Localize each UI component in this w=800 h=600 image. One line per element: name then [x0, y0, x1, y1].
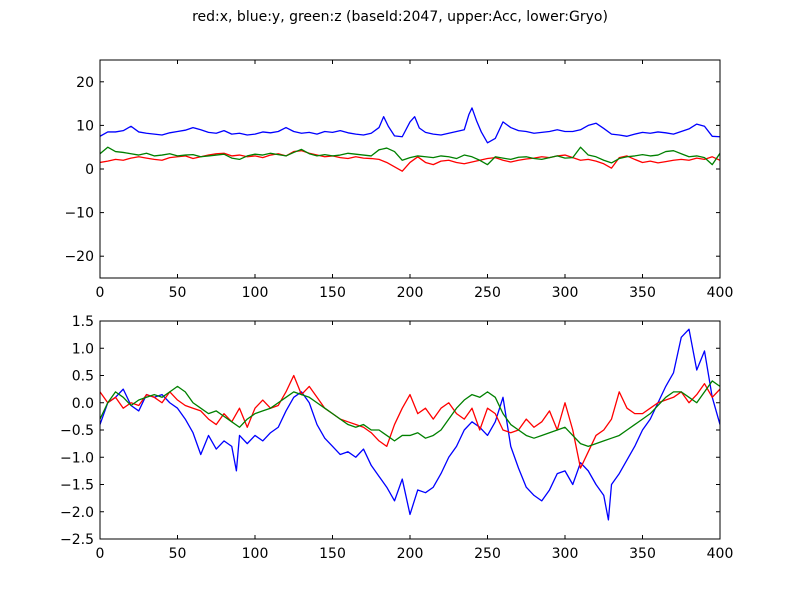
lower-series-line-0 — [100, 328, 720, 521]
lower-ytick-label: 1.0 — [72, 341, 94, 357]
upper-series-line-2 — [100, 146, 720, 166]
lower-xtick-label: 200 — [397, 546, 424, 562]
figure-title: red:x, blue:y, green:z (baseId:2047, upp… — [192, 9, 608, 25]
upper-ytick-label: 20 — [76, 75, 94, 91]
lower-xtick-label: 100 — [242, 546, 269, 562]
upper-series-line-0 — [100, 107, 720, 144]
lower-axes-gyro: 0 50 100 150 200 250 300 350 400 −2.5 −2.0 −1.5 −1.0… — [60, 314, 733, 562]
lower-series-line-2 — [100, 380, 720, 448]
upper-xtick-label: 100 — [242, 285, 269, 301]
lower-ytick-label: −0.5 — [60, 423, 94, 439]
upper-xtick-label: 150 — [319, 285, 346, 301]
upper-axes-acc: 0 50 100 150 200 250 300 350 400 −20 −10 0 10 20 — [64, 59, 734, 301]
lower-xtick-label: 150 — [319, 546, 346, 562]
upper-xtick-label: 200 — [397, 285, 424, 301]
upper-xtick-label: 250 — [474, 285, 501, 301]
lower-xtick-label: 300 — [552, 546, 579, 562]
lower-xtick-label: 250 — [474, 546, 501, 562]
lower-ytick-label: −1.5 — [60, 478, 94, 494]
upper-ytick-label: −20 — [64, 249, 94, 265]
upper-series-line-1 — [100, 150, 720, 172]
lower-series-line-1 — [100, 374, 720, 469]
lower-xtick-label: 400 — [707, 546, 734, 562]
lower-xtick-label: 50 — [169, 546, 187, 562]
lower-xtick-label: 350 — [629, 546, 656, 562]
lower-ytick-label: −2.5 — [60, 532, 94, 548]
upper-xtick-label: 350 — [629, 285, 656, 301]
upper-xtick-label: 50 — [169, 285, 187, 301]
lower-ytick-label: −2.0 — [60, 505, 94, 521]
upper-xtick-label: 400 — [707, 285, 734, 301]
upper-xtick-label: 0 — [96, 285, 105, 301]
lower-xtick-label: 0 — [96, 546, 105, 562]
lower-ytick-label: −1.0 — [60, 450, 94, 466]
lower-ytick-label: 0.0 — [72, 396, 94, 412]
lower-ytick-label: 1.5 — [72, 314, 94, 330]
upper-ytick-label: 0 — [85, 162, 94, 178]
upper-axes-frame — [99, 59, 721, 279]
upper-xtick-label: 300 — [552, 285, 579, 301]
lower-ytick-label: 0.5 — [72, 369, 94, 385]
upper-ytick-label: 10 — [76, 118, 94, 134]
upper-ytick-label: −10 — [64, 206, 94, 222]
